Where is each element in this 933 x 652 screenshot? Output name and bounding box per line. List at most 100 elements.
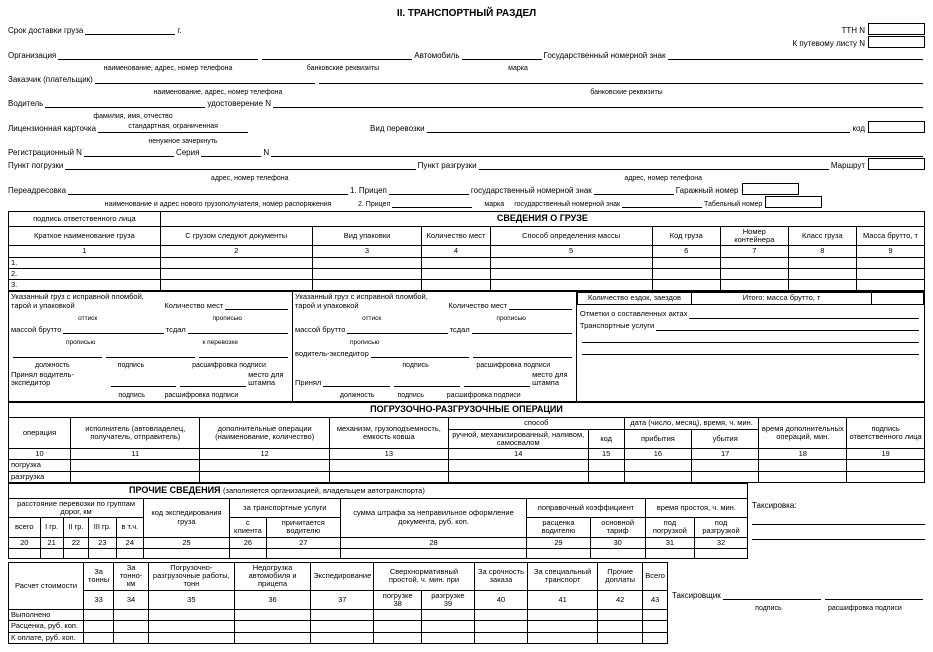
lo-c5a: ручной, механизированный, наливом, самос… xyxy=(448,429,588,449)
note-podpis: подпись xyxy=(94,362,168,370)
calc-kopl[interactable]: К оплате, руб. коп. xyxy=(9,632,84,643)
field-customer[interactable] xyxy=(95,74,315,84)
field-kolmest[interactable] xyxy=(225,300,288,310)
field-loadpt[interactable] xyxy=(65,160,415,170)
field-itogo[interactable] xyxy=(872,293,924,304)
field-auto[interactable] xyxy=(462,50,542,60)
misc-shtraf: сумма штрафа за неправильное оформление … xyxy=(340,498,527,537)
misc-taks: Таксировка: xyxy=(752,501,925,510)
loadops-table: ПОГРУЗОЧНО-РАЗГРУЗОЧНЫЕ ОПЕРАЦИИ операци… xyxy=(8,402,925,482)
field-regn[interactable] xyxy=(84,147,174,157)
label-customer: Заказчик (плательщик) xyxy=(8,75,93,84)
stamp-kolmestb: Количество мест xyxy=(448,302,507,310)
table-row[interactable]: 1. xyxy=(9,257,161,268)
lo-c6a: прибытия xyxy=(624,429,691,449)
field-taks2[interactable] xyxy=(752,527,925,540)
field-prinyalb[interactable] xyxy=(323,377,389,387)
field-putevoy[interactable] xyxy=(868,36,925,48)
note-marka: марка xyxy=(478,65,558,72)
field-udost[interactable] xyxy=(273,98,923,108)
label-seria: Серия xyxy=(176,148,199,157)
label-ttn: ТТН N xyxy=(841,26,865,35)
note-propb: прописью xyxy=(448,315,574,322)
note-rasshifr: расшифровка подписи xyxy=(168,362,290,370)
field-gosnum3[interactable] xyxy=(622,198,702,208)
calc-rasc[interactable]: Расценка, руб. коп. xyxy=(9,621,84,632)
note-podpis2: подпись xyxy=(109,392,155,400)
field-driver[interactable] xyxy=(45,98,205,108)
field-vodexp-sig[interactable] xyxy=(111,377,177,387)
field-prinyalb3[interactable] xyxy=(464,377,530,387)
field-vodexpb2[interactable] xyxy=(473,348,572,358)
note-dolzh: должность xyxy=(11,362,94,370)
field-trailer1[interactable] xyxy=(389,185,469,195)
misc-dist: расстояние перевозки по группам дорог, к… xyxy=(9,498,144,518)
field-ttn[interactable] xyxy=(868,23,925,35)
field-dolzh[interactable] xyxy=(13,348,102,358)
field-mass[interactable] xyxy=(63,324,163,334)
field-taksirov-sig[interactable] xyxy=(723,590,821,600)
misc-taksirov: Таксировщик xyxy=(672,591,721,600)
field-transp3[interactable] xyxy=(582,345,919,355)
field-customer-bank[interactable] xyxy=(319,74,923,84)
note-driver: фамилия, имя, отчество xyxy=(53,113,213,120)
table-row[interactable]: 2. xyxy=(9,268,161,279)
field-sdal[interactable] xyxy=(188,324,288,334)
label-gosnum3: государственный номерной знак xyxy=(514,201,620,208)
field-route[interactable] xyxy=(868,158,925,170)
field-sdalb[interactable] xyxy=(472,324,572,334)
stamp-massb: массой брутто xyxy=(295,326,345,334)
field-taks1[interactable] xyxy=(752,512,925,525)
label-delivery: Срок доставки груза xyxy=(8,26,83,35)
lo-row1[interactable]: погрузка xyxy=(9,460,71,471)
field-kod[interactable] xyxy=(868,121,925,133)
label-trailer1: 1. Прицеп xyxy=(350,186,387,195)
calc-sroch: За срочность заказа xyxy=(474,562,528,590)
field-org-name[interactable] xyxy=(58,50,258,60)
field-lic-type[interactable]: стандартная, ограниченная xyxy=(98,123,248,133)
field-prinyalb2[interactable] xyxy=(394,377,460,387)
field-taksirov-name[interactable] xyxy=(825,590,923,600)
field-kolmestb[interactable] xyxy=(509,300,572,310)
field-transp2[interactable] xyxy=(582,333,919,343)
field-trailer2[interactable] xyxy=(392,198,472,208)
field-gosnum[interactable] xyxy=(668,50,924,60)
field-seria[interactable] xyxy=(201,147,261,157)
calc-nedogr: Недогрузка автомобиля и прицепа xyxy=(234,562,310,590)
calc-vyp[interactable]: Выполнено xyxy=(9,610,84,621)
stamp-shtamp: место для штампа xyxy=(248,371,290,388)
table-row[interactable]: 3. xyxy=(9,280,161,291)
note-prop2: прописью xyxy=(11,339,150,346)
lo-c4: механизм, грузоподъемность, емкость ковш… xyxy=(329,418,448,449)
stamp-transp: Транспортные услуги xyxy=(580,322,654,330)
calc-zatonny: За тонны xyxy=(84,562,114,590)
field-peread[interactable] xyxy=(68,185,348,195)
field-vodexp-name[interactable] xyxy=(180,377,246,387)
misc-g2: I гр. xyxy=(40,518,63,538)
note-marka2: марка xyxy=(474,201,514,208)
field-org-bank[interactable] xyxy=(262,50,412,60)
stamp-shtampb: место для штампа xyxy=(532,371,574,388)
field-garnum[interactable] xyxy=(742,183,799,195)
field-vodexpb[interactable] xyxy=(371,348,470,358)
label-gosnum2: государственный номерной знак xyxy=(471,186,592,195)
note-addr2: адрес, номер телефона xyxy=(492,175,836,182)
misc-note: (заполняется организацией, владельцем ав… xyxy=(223,486,425,495)
field-rasshifr[interactable] xyxy=(199,348,288,358)
field-vidperev[interactable] xyxy=(427,123,851,133)
field-massb[interactable] xyxy=(347,324,447,334)
field-tabnum[interactable] xyxy=(765,196,822,208)
field-otmetki[interactable] xyxy=(689,309,919,319)
field-unloadpt[interactable] xyxy=(479,160,829,170)
field-transp[interactable] xyxy=(656,321,919,331)
misc-g4: III гр. xyxy=(89,518,117,538)
field-delivery-date[interactable] xyxy=(85,25,175,35)
field-podpis[interactable] xyxy=(106,348,195,358)
field-n[interactable] xyxy=(271,147,923,157)
lo-row2[interactable]: разгрузка xyxy=(9,471,71,482)
note-peread: наименование и адрес нового грузополучат… xyxy=(78,201,358,208)
table-row[interactable] xyxy=(9,548,41,558)
misc-transpusl: за транспортные услуги xyxy=(229,498,340,518)
note-bank2: банковские реквизиты xyxy=(328,89,925,96)
field-gosnum2[interactable] xyxy=(594,185,674,195)
